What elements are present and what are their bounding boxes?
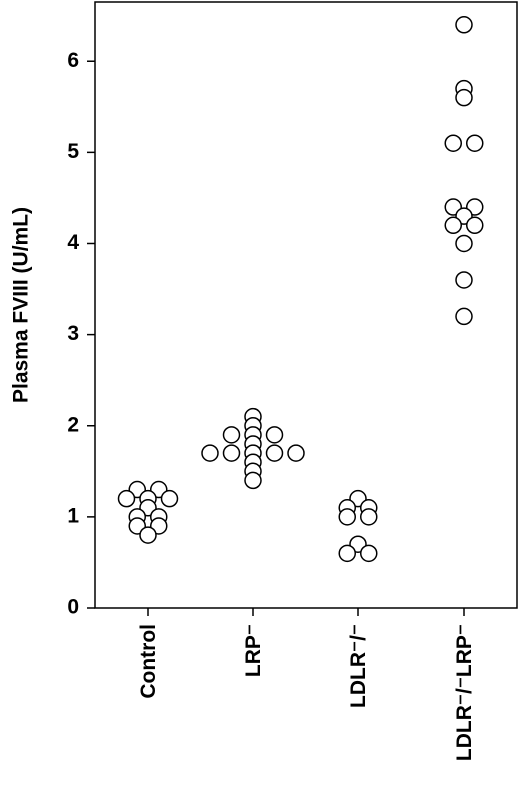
x-tick-label: Control [137,624,160,699]
y-tick-label: 5 [67,140,79,163]
dot [222,426,241,444]
y-tick-label: 3 [67,322,79,345]
y-axis-label: Plasma FVIII (U/mL) [10,207,33,403]
dot [455,16,473,34]
y-tick-label: 0 [67,596,79,619]
dot [338,508,356,526]
dot [287,444,305,462]
dot [466,134,484,152]
dot [117,489,136,508]
x-tick-label: LDLR⁻/⁻LRP⁻ [453,624,476,761]
y-tick-label: 4 [67,231,79,254]
dot [444,134,462,152]
dot [466,216,484,235]
y-tick-label: 6 [67,49,79,72]
dot [160,489,179,508]
dot [265,426,284,444]
dot [455,271,473,289]
dot [455,234,473,253]
dot [455,307,473,326]
dot [360,544,378,563]
dot [444,216,462,235]
x-tick-label: LDLR⁻/⁻ [347,624,370,708]
dot [244,471,262,490]
x-tick-label: LRP⁻ [242,624,265,677]
dot [360,508,378,526]
dot [338,544,356,563]
y-tick-label: 2 [67,413,79,436]
dot [201,444,219,462]
dot [455,88,473,107]
dot [222,444,241,462]
y-tick-label: 1 [67,504,79,527]
plot-frame [94,1,518,609]
dot [139,526,157,544]
dot [265,444,284,462]
